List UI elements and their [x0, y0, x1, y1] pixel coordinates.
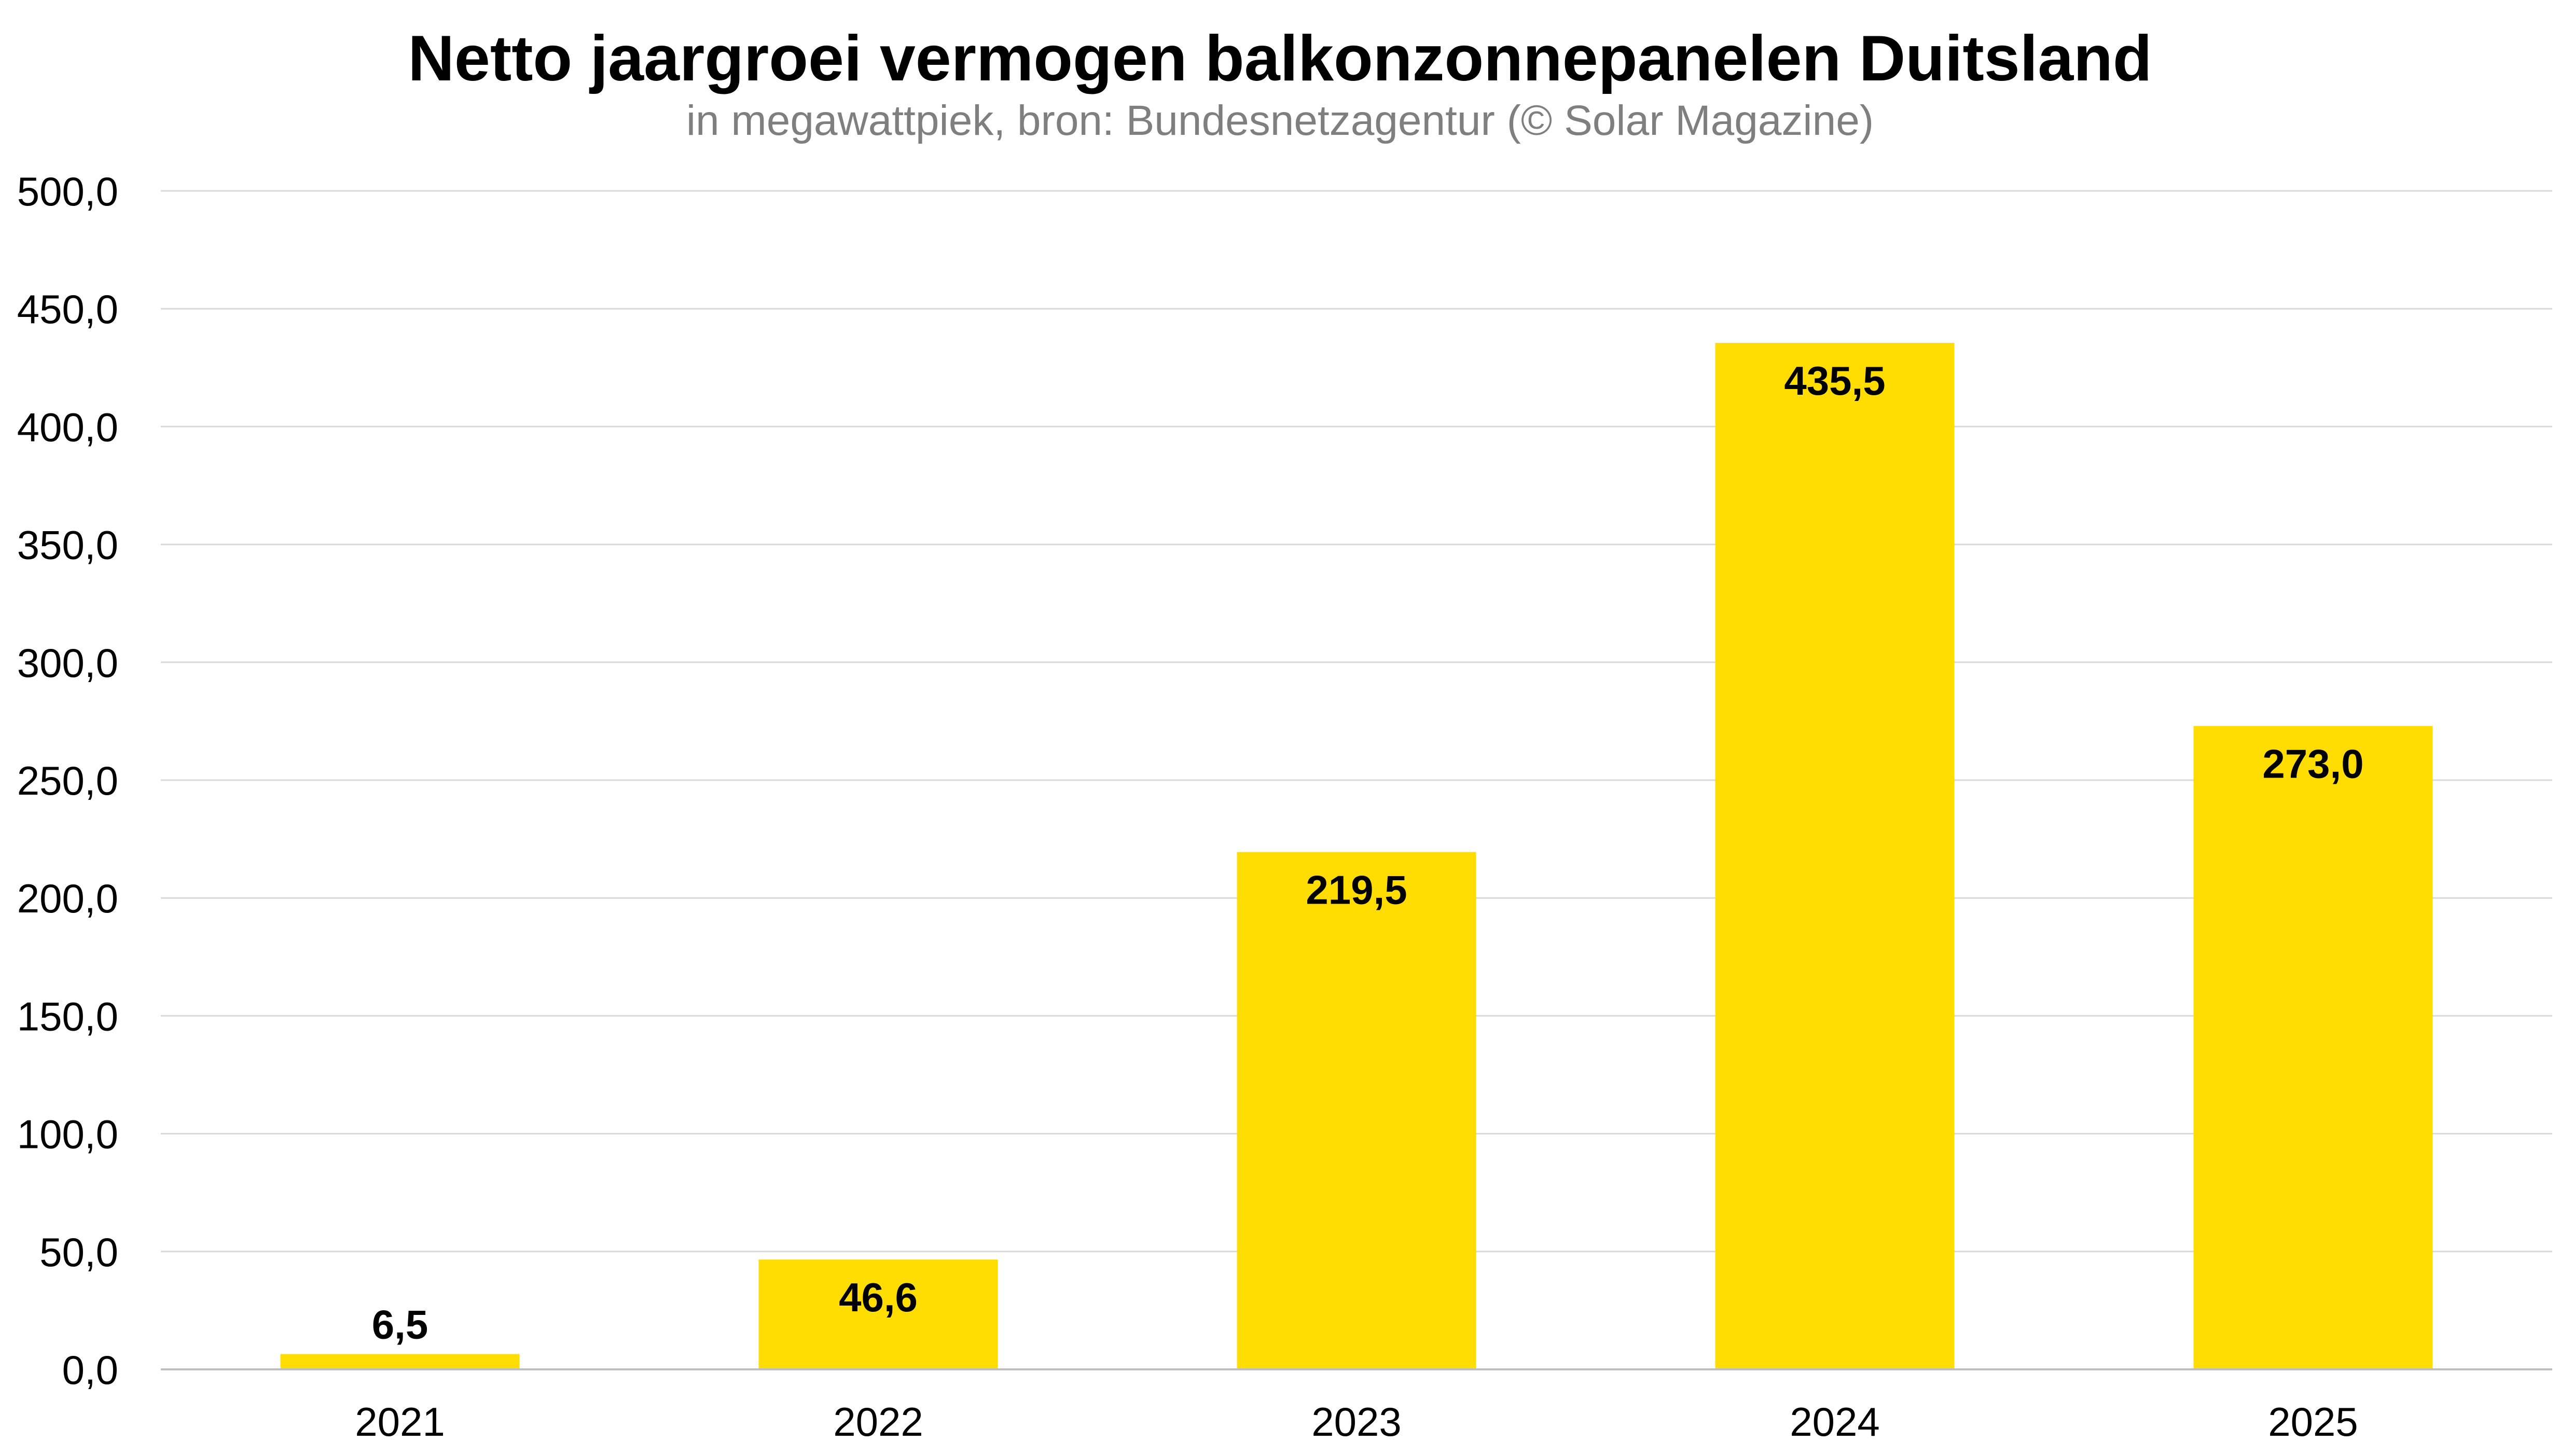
- bar-2025: [2193, 726, 2433, 1369]
- x-tick-label: 2023: [1311, 1399, 1402, 1445]
- chart-title: Netto jaargroei vermogen balkonzonnepane…: [408, 23, 2152, 94]
- y-tick-label: 150,0: [17, 993, 118, 1039]
- x-tick-label: 2025: [2268, 1399, 2358, 1445]
- chart-subtitle: in megawattpiek, bron: Bundesnetzagentur…: [686, 97, 1874, 144]
- y-tick-label: 350,0: [17, 522, 118, 568]
- bar-2024: [1715, 343, 1955, 1369]
- bars: [280, 343, 2433, 1369]
- data-labels: 6,5 46,6 219,5 435,5 273,0: [372, 358, 2364, 1347]
- bar-2022: [758, 1259, 998, 1369]
- y-tick-label: 500,0: [17, 169, 118, 214]
- bar-2023: [1237, 852, 1476, 1369]
- bar-2021: [280, 1354, 520, 1369]
- x-tick-label: 2022: [833, 1399, 923, 1445]
- data-label: 435,5: [1784, 358, 1885, 404]
- y-tick-label: 300,0: [17, 640, 118, 686]
- y-tick-label: 100,0: [17, 1112, 118, 1157]
- x-tick-label: 2021: [355, 1399, 445, 1445]
- y-tick-label: 200,0: [17, 876, 118, 921]
- data-label: 273,0: [2262, 741, 2363, 786]
- y-tick-label: 450,0: [17, 286, 118, 332]
- data-label: 219,5: [1306, 867, 1407, 913]
- y-axis-ticks: 0,0 50,0 100,0 150,0 200,0 250,0 300,0 350,0 400…: [17, 169, 118, 1393]
- y-tick-label: 0,0: [62, 1347, 118, 1393]
- y-tick-label: 400,0: [17, 404, 118, 450]
- y-tick-label: 250,0: [17, 758, 118, 803]
- x-tick-label: 2024: [1790, 1399, 1880, 1445]
- y-tick-label: 50,0: [39, 1229, 118, 1275]
- data-label: 6,5: [372, 1301, 428, 1347]
- x-axis-ticks: 2021 2022 2023 2024 2025: [355, 1399, 2358, 1445]
- data-label: 46,6: [839, 1274, 918, 1320]
